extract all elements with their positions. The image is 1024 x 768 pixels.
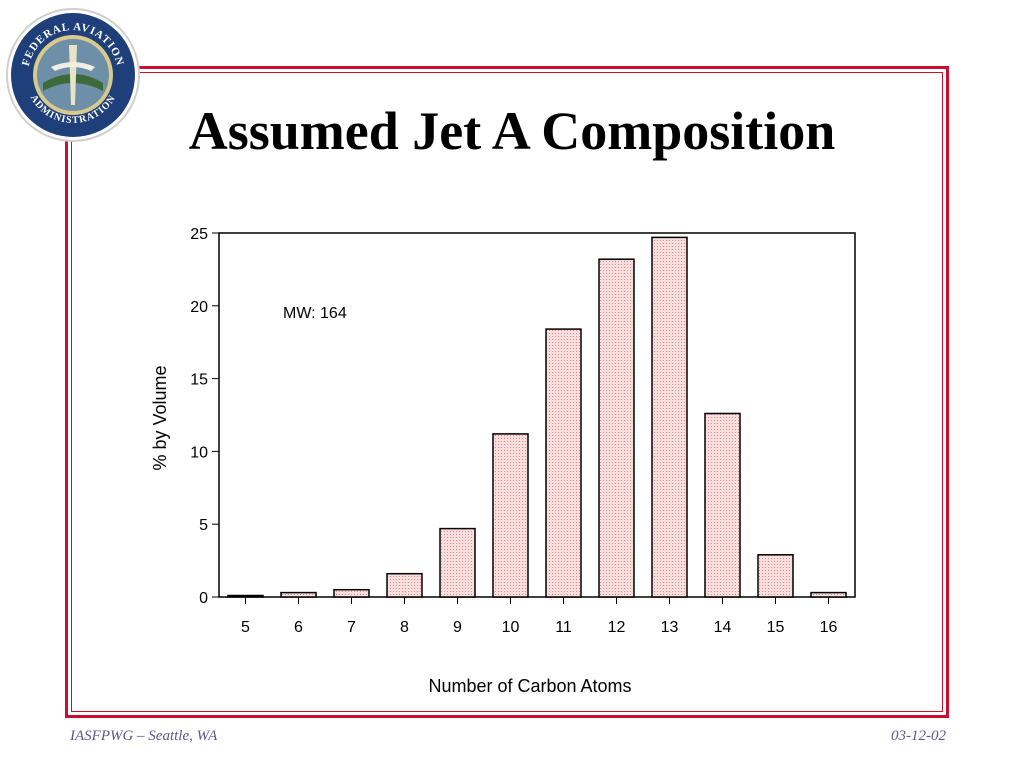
x-tick-label: 11 xyxy=(555,619,572,636)
bar-c14 xyxy=(704,412,741,598)
bar-c7 xyxy=(333,588,370,598)
faa-seal-icon: FEDERAL AVIATION ADMINISTRATION xyxy=(6,8,140,142)
plot-frame xyxy=(218,232,856,598)
bar-c15 xyxy=(757,554,794,598)
bar-c8 xyxy=(386,572,423,598)
bar-c6 xyxy=(280,591,317,598)
x-tick-label: 8 xyxy=(400,619,409,636)
bar-c11 xyxy=(545,328,582,598)
x-axis-title: Number of Carbon Atoms xyxy=(428,676,631,696)
y-tick-label: 0 xyxy=(199,590,208,607)
x-tick-label: 6 xyxy=(294,619,303,636)
x-tick-label: 7 xyxy=(347,619,356,636)
y-axis-title: % by Volume xyxy=(150,365,170,470)
bar-c12 xyxy=(598,258,635,598)
x-tick-label: 10 xyxy=(502,619,520,636)
bar-c10 xyxy=(492,433,529,598)
y-tick-label: 5 xyxy=(199,517,208,534)
x-tick-label: 15 xyxy=(767,619,785,636)
bar-c5 xyxy=(227,594,264,598)
x-tick-label: 9 xyxy=(453,619,462,636)
x-tick-label: 5 xyxy=(241,619,250,636)
annotation-mw: MW: 164 xyxy=(283,305,347,322)
bar-c13 xyxy=(651,236,688,598)
x-tick-label: 13 xyxy=(661,619,679,636)
y-tick-label: 15 xyxy=(190,372,208,389)
footer-left: IASFPWG – Seattle, WA xyxy=(70,728,218,744)
x-tick-label: 12 xyxy=(608,619,626,636)
bar-c16 xyxy=(810,591,847,598)
bar-c9 xyxy=(439,527,476,598)
slide-frame-outer xyxy=(65,66,949,718)
y-tick-label: 10 xyxy=(190,444,208,461)
y-tick-label: 25 xyxy=(190,226,208,243)
slide-frame-inner xyxy=(71,72,943,712)
slide-title: Assumed Jet A Composition xyxy=(188,101,836,161)
footer-right: 03-12-02 xyxy=(891,728,946,744)
x-tick-label: 16 xyxy=(820,619,838,636)
y-tick-label: 20 xyxy=(190,299,208,316)
x-tick-label: 14 xyxy=(714,619,732,636)
